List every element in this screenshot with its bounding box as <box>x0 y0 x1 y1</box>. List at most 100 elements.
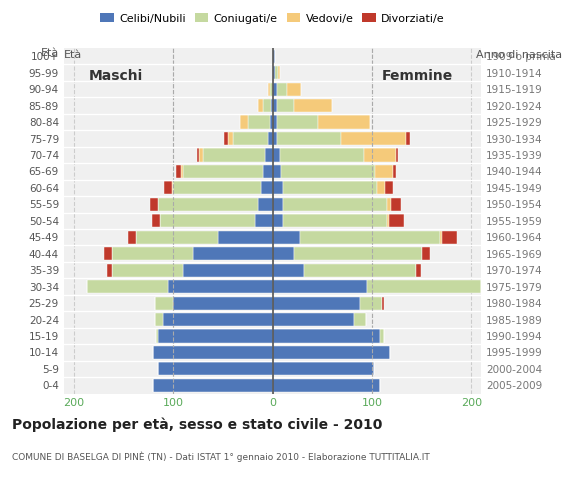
Bar <box>360 297 382 310</box>
Bar <box>300 231 440 244</box>
Bar <box>160 214 255 228</box>
Bar <box>273 165 281 178</box>
Bar <box>367 280 481 293</box>
Bar <box>273 49 274 63</box>
Bar <box>277 99 295 112</box>
Bar <box>181 165 183 178</box>
Bar <box>248 116 270 129</box>
Bar <box>341 132 406 145</box>
Bar <box>278 66 280 79</box>
Bar <box>387 198 391 211</box>
Bar <box>111 247 193 260</box>
Bar <box>277 132 341 145</box>
Bar <box>387 214 389 228</box>
Text: COMUNE DI BASELGA DI PINÈ (TN) - Dati ISTAT 1° gennaio 2010 - Elaborazione TUTTI: COMUNE DI BASELGA DI PINÈ (TN) - Dati IS… <box>12 451 429 462</box>
Bar <box>380 329 384 343</box>
Bar <box>295 99 332 112</box>
Bar <box>273 329 380 343</box>
Text: Anno di nascita: Anno di nascita <box>477 50 563 60</box>
Bar <box>440 231 441 244</box>
Bar <box>481 280 483 293</box>
Bar <box>136 231 218 244</box>
Bar <box>260 181 273 194</box>
Bar <box>295 247 422 260</box>
Bar <box>273 132 277 145</box>
Bar <box>258 198 273 211</box>
Bar <box>263 165 273 178</box>
Bar <box>391 198 401 211</box>
Bar <box>287 83 302 96</box>
Bar <box>168 280 273 293</box>
Bar <box>150 198 158 211</box>
Bar <box>203 148 264 162</box>
Bar <box>258 99 263 112</box>
Bar <box>382 297 384 310</box>
Bar <box>163 313 273 326</box>
Bar <box>354 313 366 326</box>
Bar <box>389 214 404 228</box>
Bar <box>273 83 277 96</box>
Bar <box>155 313 163 326</box>
Bar <box>396 148 398 162</box>
Bar <box>197 148 199 162</box>
Bar <box>273 247 295 260</box>
Bar <box>273 264 304 277</box>
Bar <box>183 165 263 178</box>
Text: Popolazione per età, sesso e stato civile - 2010: Popolazione per età, sesso e stato civil… <box>12 418 382 432</box>
Bar <box>240 116 248 129</box>
Legend: Celibi/Nubili, Coniugati/e, Vedovi/e, Divorziati/e: Celibi/Nubili, Coniugati/e, Vedovi/e, Di… <box>96 9 450 28</box>
Bar <box>273 379 380 392</box>
Text: Femmine: Femmine <box>382 69 453 83</box>
Bar <box>273 181 282 194</box>
Bar <box>107 264 111 277</box>
Bar <box>422 247 430 260</box>
Bar <box>270 83 273 96</box>
Bar <box>282 214 387 228</box>
Bar <box>267 83 270 96</box>
Bar <box>111 264 183 277</box>
Bar <box>153 379 273 392</box>
Bar <box>274 66 278 79</box>
Bar <box>273 148 280 162</box>
Text: Maschi: Maschi <box>89 69 143 83</box>
Bar <box>273 214 282 228</box>
Bar <box>377 181 385 194</box>
Bar <box>441 231 456 244</box>
Bar <box>104 247 111 260</box>
Bar <box>172 181 173 194</box>
Bar <box>273 231 300 244</box>
Bar <box>158 362 273 375</box>
Bar <box>193 247 273 260</box>
Bar <box>155 297 173 310</box>
Bar <box>267 132 273 145</box>
Bar <box>156 329 158 343</box>
Bar <box>277 83 287 96</box>
Bar <box>273 346 390 359</box>
Bar <box>273 297 360 310</box>
Bar <box>281 165 375 178</box>
Bar <box>158 329 273 343</box>
Bar <box>173 181 260 194</box>
Bar <box>164 181 172 194</box>
Bar <box>233 132 267 145</box>
Bar <box>224 132 228 145</box>
Bar <box>318 116 370 129</box>
Bar <box>406 132 410 145</box>
Bar <box>271 99 273 112</box>
Bar <box>393 165 396 178</box>
Bar <box>153 346 273 359</box>
Bar <box>273 116 277 129</box>
Bar <box>282 198 387 211</box>
Bar <box>263 99 271 112</box>
Bar <box>416 264 420 277</box>
Bar <box>304 264 416 277</box>
Bar <box>280 148 364 162</box>
Bar <box>176 165 181 178</box>
Bar <box>282 181 377 194</box>
Bar <box>273 280 367 293</box>
Bar <box>218 231 273 244</box>
Bar <box>375 165 393 178</box>
Bar <box>128 231 136 244</box>
Bar <box>173 297 273 310</box>
Text: Età: Età <box>41 48 59 58</box>
